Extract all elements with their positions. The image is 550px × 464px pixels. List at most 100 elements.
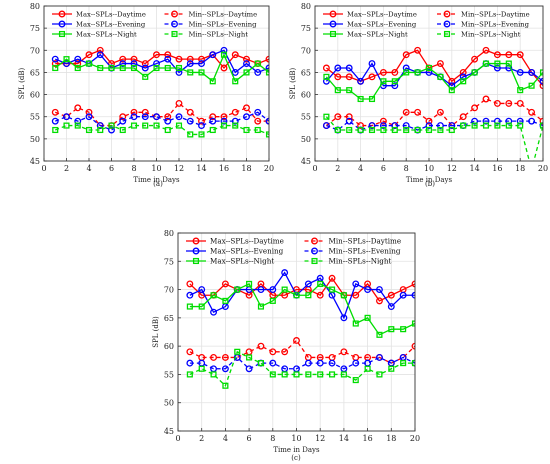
series-min-spls-night	[52, 122, 269, 138]
x-tick-label: 4	[358, 164, 363, 173]
y-tick-label: 50	[301, 135, 311, 144]
data-point	[210, 371, 217, 378]
data-point	[357, 77, 365, 85]
data-point	[198, 365, 205, 372]
y-axis-label: SPL (dB)	[289, 67, 297, 99]
data-point	[209, 117, 217, 125]
data-point	[130, 55, 138, 63]
data-point	[425, 117, 433, 125]
data-point	[352, 320, 359, 327]
data-point	[494, 60, 501, 67]
x-tick-label: 18	[515, 164, 525, 173]
y-tick-label: 55	[164, 370, 174, 379]
legend-marker	[311, 257, 318, 265]
data-point	[198, 69, 205, 76]
data-point	[74, 64, 81, 72]
y-tick-label: 75	[30, 24, 40, 33]
data-point	[505, 122, 512, 129]
data-point	[186, 359, 194, 367]
legend: Max--SPLs--DaytimeMax--SPLs--EveningMax-…	[186, 237, 401, 266]
data-point	[243, 126, 250, 134]
x-tick-label: 0	[312, 164, 317, 173]
data-point	[516, 68, 524, 76]
data-point	[517, 87, 524, 94]
data-point	[243, 104, 250, 112]
data-point	[265, 55, 269, 63]
data-point	[322, 122, 330, 130]
data-point	[85, 113, 93, 121]
series-max-spls-night	[186, 280, 415, 338]
data-point	[231, 51, 239, 59]
data-point	[119, 64, 126, 72]
data-point	[304, 280, 312, 288]
data-point	[411, 280, 415, 288]
data-point	[352, 280, 360, 288]
data-point	[254, 60, 261, 67]
x-tick-label: 8	[270, 434, 275, 443]
data-point	[119, 113, 127, 121]
data-point	[411, 320, 415, 327]
data-point	[368, 95, 376, 103]
legend-entry: Min--SPLs--Daytime	[461, 11, 530, 19]
data-point	[220, 113, 228, 121]
data-point	[376, 297, 383, 305]
data-point	[505, 99, 513, 107]
data-point	[323, 113, 330, 120]
data-point	[505, 60, 512, 67]
series-line	[189, 356, 415, 370]
data-point	[293, 292, 300, 299]
data-point	[459, 68, 467, 76]
data-point	[269, 371, 276, 378]
y-axis-label: SPL (dB)	[152, 316, 160, 348]
legend-marker	[329, 10, 337, 18]
data-point	[334, 113, 342, 121]
x-tick-label: 4	[223, 434, 228, 443]
data-point	[209, 78, 216, 85]
data-point	[379, 122, 387, 130]
data-point	[232, 78, 239, 85]
data-point	[269, 286, 277, 294]
data-point	[425, 122, 433, 130]
data-point	[198, 55, 205, 63]
data-point	[231, 108, 239, 116]
data-point	[414, 126, 421, 134]
data-point	[51, 60, 59, 68]
data-point	[198, 131, 205, 138]
x-tick-label: 16	[492, 164, 502, 173]
data-point	[130, 108, 138, 116]
data-point	[164, 117, 172, 125]
data-point	[505, 51, 513, 59]
data-point	[402, 51, 410, 59]
data-point	[232, 122, 239, 129]
data-point	[293, 337, 300, 344]
data-point	[357, 95, 364, 103]
x-tick-label: 16	[363, 434, 373, 443]
data-point	[391, 126, 398, 134]
series-min-spls-night	[323, 113, 543, 161]
data-point	[164, 113, 172, 121]
legend-entry: Max--SPLs--Evening	[76, 21, 146, 29]
data-point	[52, 126, 59, 134]
data-point	[85, 60, 93, 67]
legend-entry: Min--SPLs--Evening	[329, 247, 401, 256]
data-point	[186, 117, 194, 125]
legend-marker	[171, 20, 178, 28]
data-point	[391, 122, 399, 130]
x-tick-label: 10	[151, 164, 161, 173]
y-tick-label: 75	[301, 24, 311, 33]
legend-marker	[58, 30, 66, 38]
data-point	[436, 60, 444, 68]
data-point	[198, 286, 206, 294]
legend-entry: Max--SPLs--Daytime	[76, 11, 146, 19]
x-axis-label: Time in Days	[133, 176, 180, 184]
data-point	[352, 359, 360, 367]
y-tick-label: 70	[301, 46, 311, 55]
legend-marker	[311, 247, 318, 255]
data-point	[164, 64, 171, 72]
data-point	[388, 326, 395, 333]
data-point	[220, 51, 228, 58]
legend-entry: Min--SPLs--Night	[329, 257, 392, 266]
legend-marker	[329, 30, 337, 38]
data-point	[85, 126, 93, 134]
data-point	[142, 122, 149, 129]
